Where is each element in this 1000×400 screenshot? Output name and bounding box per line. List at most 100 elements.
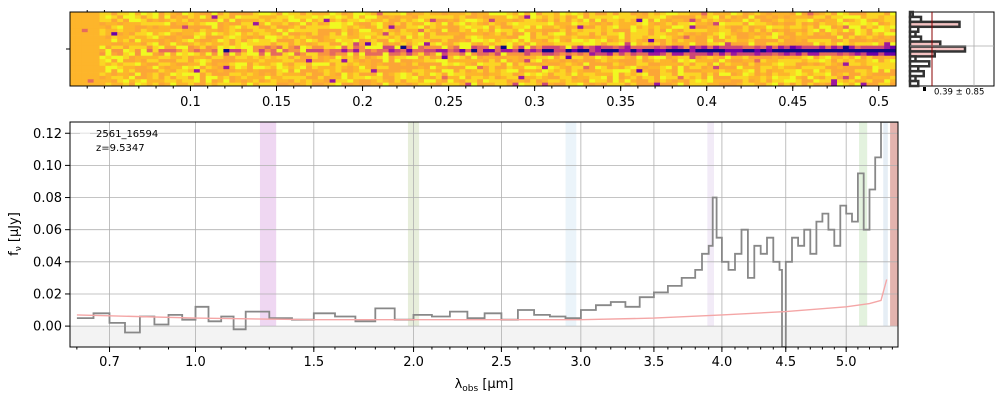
heatmap-cell [583, 55, 590, 60]
heatmap-cell [205, 28, 212, 33]
heatmap-cell [477, 49, 484, 53]
heatmap-cell [878, 15, 885, 20]
heatmap-cell [483, 22, 490, 26]
heatmap-cell [335, 59, 342, 63]
heatmap-cell [424, 32, 431, 36]
heatmap-cell [223, 38, 230, 43]
heatmap-cell [152, 42, 159, 47]
heatmap-cell [235, 45, 242, 50]
heatmap-cell [188, 55, 195, 60]
heatmap-cell [288, 42, 295, 47]
heatmap-cell [211, 32, 218, 36]
heatmap-cell [429, 59, 437, 63]
heatmap-cell [512, 55, 519, 60]
heatmap-cell [182, 79, 189, 84]
heatmap-cell [388, 18, 395, 23]
heatmap-cell [400, 42, 407, 47]
heatmap-cell [258, 72, 266, 77]
heatmap-cell [134, 18, 142, 23]
heatmap-cell [270, 25, 277, 30]
heatmap-cell [783, 65, 791, 70]
heatmap-cell [630, 79, 637, 84]
heatmap-cell [778, 25, 785, 30]
heatmap-cell [606, 75, 614, 80]
heatmap-cell [453, 18, 460, 23]
heatmap-cell [300, 72, 307, 77]
heatmap-cell [182, 52, 189, 57]
heatmap-cell [229, 25, 236, 30]
heatmap-cell [394, 28, 401, 33]
heatmap-cell [264, 25, 271, 30]
heatmap-cell [589, 75, 596, 80]
heatmap-cell [837, 65, 844, 70]
heatmap-cell [618, 79, 625, 84]
heatmap-cell [441, 69, 448, 73]
heatmap-cell [547, 72, 555, 77]
heatmap-cell [512, 42, 519, 47]
heatmap-cell [146, 55, 153, 60]
heatmap-cell [724, 72, 732, 77]
heatmap-cell [677, 49, 684, 53]
heatmap-cell [429, 12, 437, 16]
heatmap-cell [772, 18, 779, 23]
heatmap-cell [140, 55, 148, 60]
heatmap-cell [211, 42, 218, 47]
heatmap-cell [193, 35, 201, 40]
heatmap-cell [488, 25, 496, 30]
heatmap-cell [75, 42, 83, 47]
heatmap-cell [176, 22, 183, 26]
heatmap-cell [890, 59, 897, 63]
heatmap-cell [276, 18, 283, 23]
heatmap-cell [199, 25, 207, 30]
heatmap-cell [565, 75, 572, 80]
heatmap-cell [465, 75, 472, 80]
heatmap-cell [665, 75, 673, 80]
heatmap-cell [406, 62, 413, 67]
heatmap-cell [500, 62, 507, 67]
heatmap-cell [176, 82, 183, 87]
heatmap-cell [223, 15, 230, 20]
heatmap-cell [134, 12, 142, 16]
heatmap-cell [182, 49, 189, 53]
heatmap-cell [140, 42, 148, 47]
heatmap-cell [736, 32, 743, 36]
heatmap-cell [500, 72, 507, 77]
heatmap-cell [642, 25, 649, 30]
heatmap-cell [199, 82, 207, 87]
heatmap-cell [158, 18, 165, 23]
heatmap-cell [636, 32, 643, 36]
heatmap-cell [837, 35, 844, 40]
heatmap-cell [890, 18, 897, 23]
heatmap-cell [406, 72, 413, 77]
heatmap-cell [70, 12, 77, 16]
heatmap-cell [211, 75, 218, 80]
heatmap-cell [671, 82, 679, 87]
heatmap-cell [577, 18, 584, 23]
heatmap-cell [241, 35, 248, 40]
heatmap-cell [282, 42, 289, 47]
heatmap-cell [300, 18, 307, 23]
heatmap-cell [837, 38, 844, 43]
heatmap-cell [848, 12, 856, 16]
heatmap-cell [388, 52, 395, 57]
heatmap-cell [719, 59, 726, 63]
heatmap-cell [719, 75, 726, 80]
heatmap-cell [111, 22, 118, 26]
heatmap-cell [536, 35, 543, 40]
heatmap-cell [93, 32, 100, 36]
heatmap-cell [842, 65, 850, 70]
heatmap-cell [182, 35, 189, 40]
heatmap-cell [601, 69, 608, 73]
profile-bar [908, 20, 961, 29]
heatmap-cell [264, 79, 271, 84]
heatmap-cell [494, 65, 502, 70]
heatmap-cell [618, 18, 625, 23]
heatmap-cell [329, 82, 336, 87]
heatmap-cell [500, 28, 507, 33]
heatmap-cell [335, 42, 342, 47]
heatmap-cell [264, 15, 271, 20]
heatmap-cell [872, 25, 879, 30]
heatmap-cell [571, 52, 578, 57]
heatmap-cell [134, 22, 142, 26]
heatmap-cell [801, 79, 808, 84]
